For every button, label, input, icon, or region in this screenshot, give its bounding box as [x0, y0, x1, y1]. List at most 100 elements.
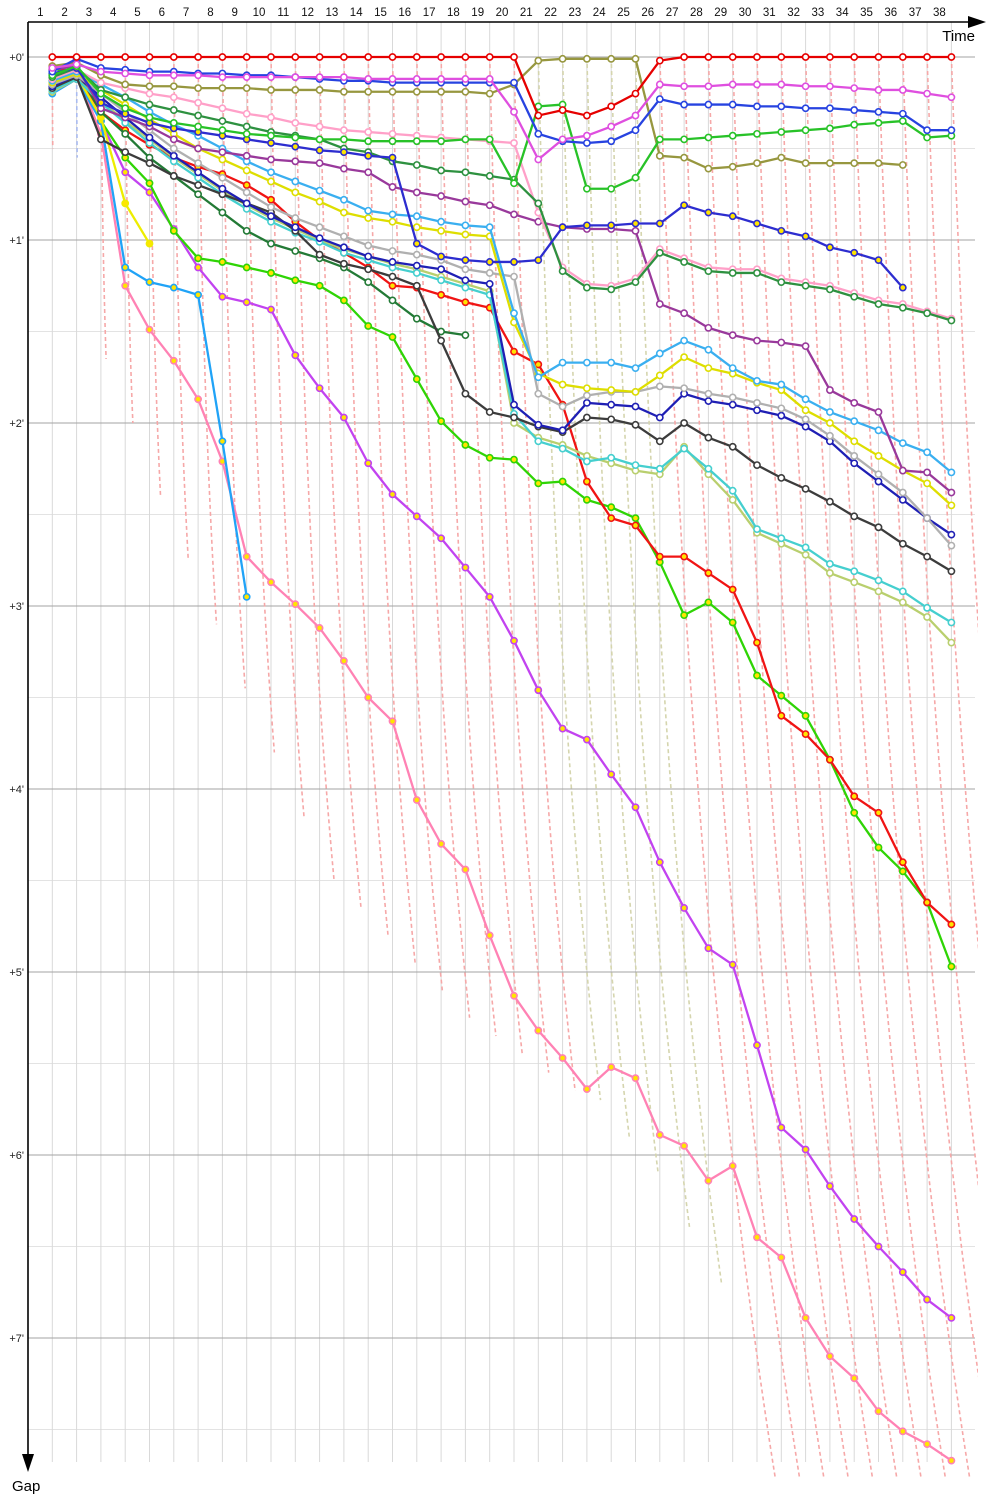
series-green3-marker: [145, 179, 154, 188]
series-gray-marker: [558, 402, 567, 411]
lapped-line-lap-21: [537, 56, 602, 1101]
series-red-marker: [121, 53, 130, 61]
series-magenta-marker: [704, 82, 713, 91]
series-medblue-marker: [412, 239, 421, 248]
series-purple-marker: [315, 159, 324, 168]
series-blue-marker: [801, 104, 810, 113]
series-yellow2-marker: [655, 371, 664, 380]
series-yellow2-marker: [267, 177, 275, 186]
series-green3-marker: [680, 611, 688, 620]
series-sky2-marker: [242, 592, 251, 601]
series-navy-marker: [339, 243, 348, 252]
series-blue-line: [51, 57, 952, 145]
series-olive-marker: [583, 54, 591, 63]
series-violet-marker: [315, 384, 324, 393]
lapped-line-lap-29: [731, 56, 849, 1478]
series-forest-marker: [850, 292, 859, 301]
series-blue-marker: [898, 109, 907, 118]
series-purple-marker: [267, 155, 275, 164]
series-sky-marker: [607, 358, 616, 367]
lap-number-38: 38: [933, 7, 946, 19]
series-pink-marker: [388, 717, 397, 726]
series-green2-line: [51, 65, 952, 190]
series-sky-marker: [534, 373, 543, 382]
series-forest-marker: [461, 168, 470, 177]
series-olive-marker: [121, 80, 130, 89]
series-violet-marker: [947, 1313, 956, 1322]
series-red-marker: [558, 106, 567, 114]
series-green3-marker: [777, 691, 786, 700]
series-gray-marker: [364, 241, 373, 250]
series-black-marker: [194, 181, 202, 189]
lap-number-2: 2: [61, 7, 67, 19]
series-red-marker: [437, 53, 445, 61]
series-purple-marker: [704, 323, 713, 332]
series-magenta-marker: [412, 75, 421, 83]
series-blue-marker: [947, 126, 956, 135]
series-green3-marker: [218, 258, 227, 266]
series-forest: [48, 64, 956, 325]
series-red-marker: [850, 53, 859, 61]
series-green2-marker: [655, 135, 664, 144]
series-black-marker: [631, 420, 640, 429]
series-purple-marker: [194, 144, 202, 153]
series-navy-marker: [461, 276, 470, 285]
series-olive-marker: [777, 153, 786, 162]
series-sky-line: [51, 70, 953, 474]
series-navy-marker: [850, 459, 859, 468]
series-dgreen-line: [51, 68, 466, 337]
lapped-line-lap-14: [367, 56, 416, 963]
series-black-marker: [412, 281, 421, 290]
series-medblue-marker: [607, 221, 616, 230]
series-sky-marker: [583, 358, 591, 367]
series-magenta-marker: [923, 89, 931, 98]
series-pink-marker: [631, 1074, 640, 1083]
lapped-line-lap-34: [853, 56, 971, 1478]
series-khaki-marker: [923, 613, 931, 621]
series-cyan-marker: [607, 453, 616, 462]
lapped-line-lap-27: [683, 56, 801, 1478]
series-navy-marker: [194, 168, 202, 177]
series-sky-marker: [558, 358, 567, 367]
series-navy-marker: [607, 400, 616, 409]
series-purple-marker: [412, 188, 421, 197]
series-purple-marker: [850, 398, 859, 407]
series-blue: [48, 54, 956, 147]
series-pink2-marker: [242, 109, 251, 118]
series-sky2-marker: [194, 290, 202, 299]
series-gray-marker: [777, 404, 786, 413]
series-red-marker: [510, 53, 518, 61]
series-pink2-marker: [388, 129, 397, 138]
series-cyan-marker: [461, 283, 470, 292]
series-pink2-marker: [315, 122, 324, 131]
series-navy-marker: [704, 397, 713, 405]
series-green2-marker: [339, 135, 348, 144]
series-red2-marker: [898, 858, 907, 867]
series-green2-marker: [704, 133, 713, 142]
series-sky-marker: [655, 349, 664, 358]
series-forest-marker: [558, 267, 567, 276]
series-blue-marker: [607, 137, 616, 146]
series-khaki-marker: [826, 569, 834, 577]
series-navy-marker: [315, 234, 324, 243]
series-pink-marker: [145, 325, 154, 334]
gap-tick-label-1: +1': [9, 235, 24, 247]
series-purple: [48, 62, 956, 497]
series-yellow2-marker: [850, 437, 859, 446]
series-pink-marker: [558, 1054, 567, 1062]
gap-tick-label-4: +4': [9, 784, 24, 796]
series-violet-marker: [583, 735, 591, 744]
series-pink2-marker: [169, 93, 178, 102]
series-red2-marker: [267, 195, 275, 204]
series-yellow2-marker: [291, 188, 300, 197]
series-pink-marker: [777, 1253, 786, 1262]
series-sky-marker: [510, 309, 518, 318]
series-pink2-marker: [339, 126, 348, 135]
series-olive-marker: [315, 86, 324, 94]
series-green2-marker: [291, 133, 300, 142]
series-forest-marker: [947, 316, 956, 325]
lapped-line-lap-23: [586, 56, 659, 1174]
series-magenta-marker: [364, 75, 373, 83]
series-medblue-marker: [631, 219, 640, 228]
series-forest-marker: [437, 166, 445, 175]
